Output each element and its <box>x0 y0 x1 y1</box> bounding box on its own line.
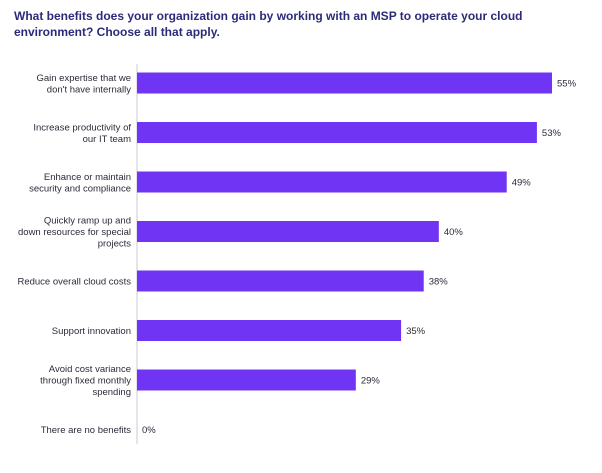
category-label-line: There are no benefits <box>41 425 132 436</box>
bar-1 <box>137 122 537 143</box>
category-label-line: Quickly ramp up and <box>44 216 131 227</box>
category-label-line: spending <box>92 387 131 398</box>
category-label-line: don't have internally <box>47 84 131 95</box>
category-label-6: Avoid cost variance through fixed monthly… <box>40 364 131 398</box>
value-label-3: 40% <box>444 227 464 238</box>
value-label-6: 29% <box>361 376 381 387</box>
category-label-line: our IT team <box>83 134 131 145</box>
value-label-4: 38% <box>429 277 449 288</box>
category-label-line: Increase productivity of <box>33 122 131 133</box>
chart-title: What benefits does your organization gai… <box>14 9 523 39</box>
bar-5 <box>137 320 402 341</box>
category-label-line: through fixed monthly <box>40 376 131 387</box>
category-label-0: Gain expertise that we don't have interna… <box>36 73 131 96</box>
value-label-2: 49% <box>512 178 532 189</box>
category-label-line: Avoid cost variance <box>49 364 131 375</box>
value-label-5: 35% <box>406 326 426 337</box>
category-label-line: down resources for special <box>18 227 131 238</box>
category-label-1: Increase productivity of our IT team <box>33 122 131 145</box>
bar-6 <box>137 369 356 391</box>
bar-group <box>137 72 552 391</box>
category-label-line: Enhance or maintain <box>44 172 131 183</box>
category-label-line: Support innovation <box>52 326 131 337</box>
value-label-group: 55% 53% 49% 40% 38% 35% 29% 0% <box>142 79 577 437</box>
category-label-5: Support innovation <box>52 326 131 337</box>
bar-4 <box>137 270 424 292</box>
category-label-group: Gain expertise that we don't have interna… <box>17 73 131 436</box>
bar-2 <box>137 171 507 193</box>
category-label-4: Reduce overall cloud costs <box>17 277 131 288</box>
bar-0 <box>137 72 552 94</box>
category-label-line: Reduce overall cloud costs <box>17 277 131 288</box>
category-label-7: There are no benefits <box>41 425 132 436</box>
category-label-2: Enhance or maintain security and complian… <box>29 172 131 195</box>
value-label-0: 55% <box>557 79 577 90</box>
value-label-1: 53% <box>542 128 562 139</box>
category-label-line: Gain expertise that we <box>36 73 131 84</box>
value-label-7: 0% <box>142 425 156 436</box>
category-label-3: Quickly ramp up and down resources for sp… <box>18 216 131 250</box>
category-label-line: security and compliance <box>29 183 131 194</box>
bar-3 <box>137 221 439 242</box>
category-label-line: projects <box>98 239 132 250</box>
